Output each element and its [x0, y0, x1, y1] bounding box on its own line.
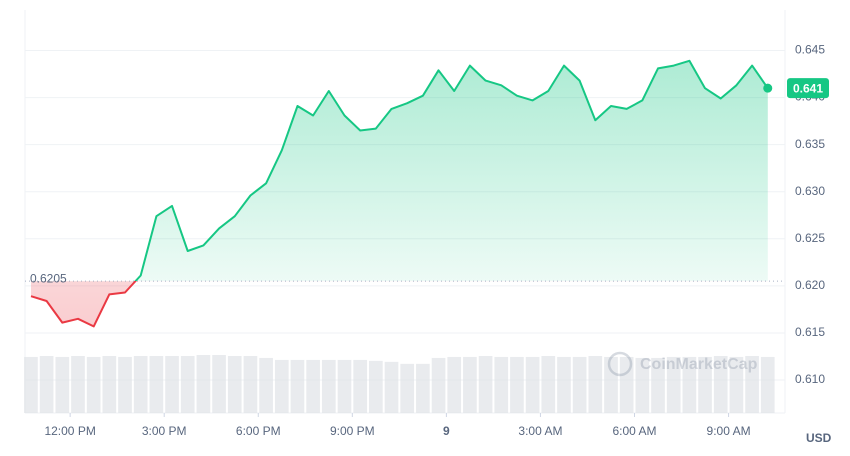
volume-bar [698, 356, 712, 413]
y-tick-label: 0.610 [795, 372, 825, 386]
price-line [30, 59, 769, 328]
volume-bar [463, 356, 477, 413]
volume-bar [86, 356, 101, 413]
volume-bar [619, 356, 634, 413]
volume-bar [165, 355, 179, 413]
volume-bar [227, 355, 242, 413]
volume-bar [635, 357, 650, 413]
volume-bar [353, 359, 368, 413]
volume-bar [651, 357, 665, 413]
volume-bar [572, 356, 587, 413]
y-tick-label: 0.615 [795, 325, 825, 339]
volume-bar [306, 359, 320, 413]
area-fill [135, 60, 768, 282]
watermark-text: CoinMarketCap [640, 356, 758, 373]
y-tick-label: 0.645 [795, 43, 825, 57]
volume-bar [259, 357, 273, 413]
volume-bar [745, 355, 759, 413]
y-tick-label: 0.625 [795, 231, 825, 245]
x-tick-label: 9 [443, 424, 450, 438]
volume-bar [447, 356, 462, 413]
price-badge-label: 0.641 [793, 81, 823, 95]
volume-bar [541, 355, 556, 413]
x-tick-label: 9:00 PM [330, 424, 375, 438]
volume-bar [337, 359, 352, 413]
volume-bar [713, 355, 728, 413]
y-tick-label: 0.620 [795, 278, 825, 292]
volume-bar [400, 363, 415, 413]
volume-bar [243, 355, 258, 413]
x-tick-label: 6:00 AM [612, 424, 656, 438]
x-tick-label: 12:00 PM [44, 424, 95, 438]
volume-bar [290, 359, 305, 413]
volume-bar [682, 356, 697, 413]
volume-bar [133, 355, 148, 413]
volume-bar [71, 355, 85, 413]
x-tick-label: 6:00 PM [236, 424, 281, 438]
x-tick-label: 9:00 AM [707, 424, 751, 438]
volume-bar [494, 356, 509, 413]
volume-bar [729, 356, 744, 413]
volume-bar [525, 356, 540, 413]
volume-bar [24, 356, 38, 413]
volume-bar [588, 355, 603, 413]
volume-bar [102, 355, 117, 413]
y-tick-label: 0.635 [795, 137, 825, 151]
y-tick-label: 0.630 [795, 184, 825, 198]
volume-bar [321, 359, 336, 413]
watermark: CoinMarketCap [607, 351, 758, 377]
baseline-label: 0.6205 [30, 271, 67, 285]
area-fill [31, 281, 768, 327]
volume-bar [196, 355, 211, 413]
volume-bar [149, 355, 164, 413]
volume-bar [604, 356, 618, 413]
volume-bar [760, 356, 775, 413]
y-axis-unit: USD [806, 431, 832, 445]
volume-bar [180, 355, 195, 413]
x-tick-label: 3:00 AM [518, 424, 562, 438]
volume-bar [369, 360, 383, 413]
volume-bar [478, 355, 493, 413]
volume-bar [666, 356, 681, 413]
volume-bar [384, 361, 399, 413]
volume-bar [212, 355, 226, 413]
x-tick-label: 3:00 PM [142, 424, 187, 438]
last-point [763, 83, 773, 93]
volume-bar [510, 356, 524, 413]
volume-bar [39, 355, 54, 413]
volume-bar [431, 357, 446, 413]
price-badge [787, 78, 829, 99]
volume-bar [274, 359, 289, 413]
volume-bar [416, 363, 430, 413]
volume-bar [557, 356, 571, 413]
volume-bar [118, 356, 132, 413]
volume-bar [55, 356, 70, 413]
